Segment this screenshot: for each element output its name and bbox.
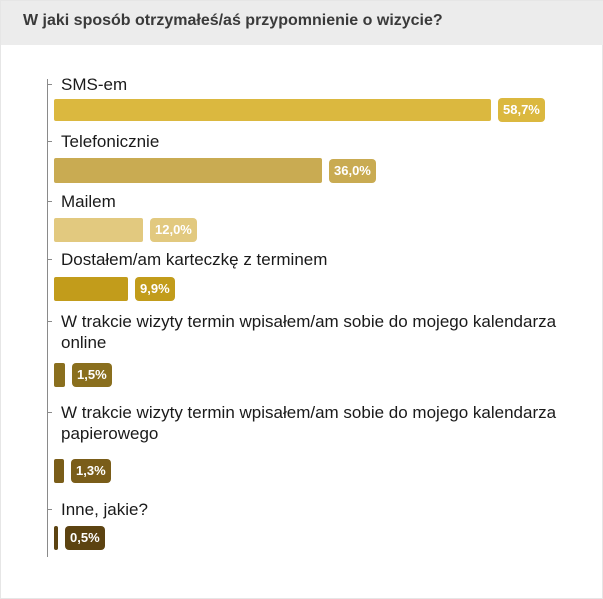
bar [54,363,65,387]
axis-tick [47,509,52,510]
axis-tick [47,84,52,85]
bar [54,218,143,242]
data-label: 9,9% [135,277,175,301]
category-label: SMS-em [61,75,128,94]
axis-tick [47,259,52,260]
category-axis [47,79,48,557]
axis-tick [47,201,52,202]
data-label: 1,3% [71,459,111,483]
bar [54,99,491,121]
category-label: W trakcie wizyty termin wpisałem/am sobi… [61,403,557,443]
category-label: Mailem [61,192,116,211]
axis-tick [47,412,52,413]
data-label: 0,5% [65,526,105,550]
data-label: 36,0% [329,159,376,183]
data-label: 12,0% [150,218,197,242]
axis-tick [47,141,52,142]
data-label: 1,5% [72,363,112,387]
bar [54,459,64,483]
axis-tick [47,321,52,322]
category-label: Telefonicznie [61,132,160,151]
bar [54,277,128,301]
category-label: Inne, jakie? [61,500,148,519]
bar [54,158,322,183]
data-label: 58,7% [498,98,545,122]
chart-title: W jaki sposób otrzymałeś/aś przypomnieni… [23,12,443,29]
chart-header: W jaki sposób otrzymałeś/aś przypomnieni… [1,1,603,45]
category-label: Dostałem/am karteczkę z terminem [61,250,328,269]
bar [54,526,58,550]
category-label: W trakcie wizyty termin wpisałem/am sobi… [61,312,557,352]
